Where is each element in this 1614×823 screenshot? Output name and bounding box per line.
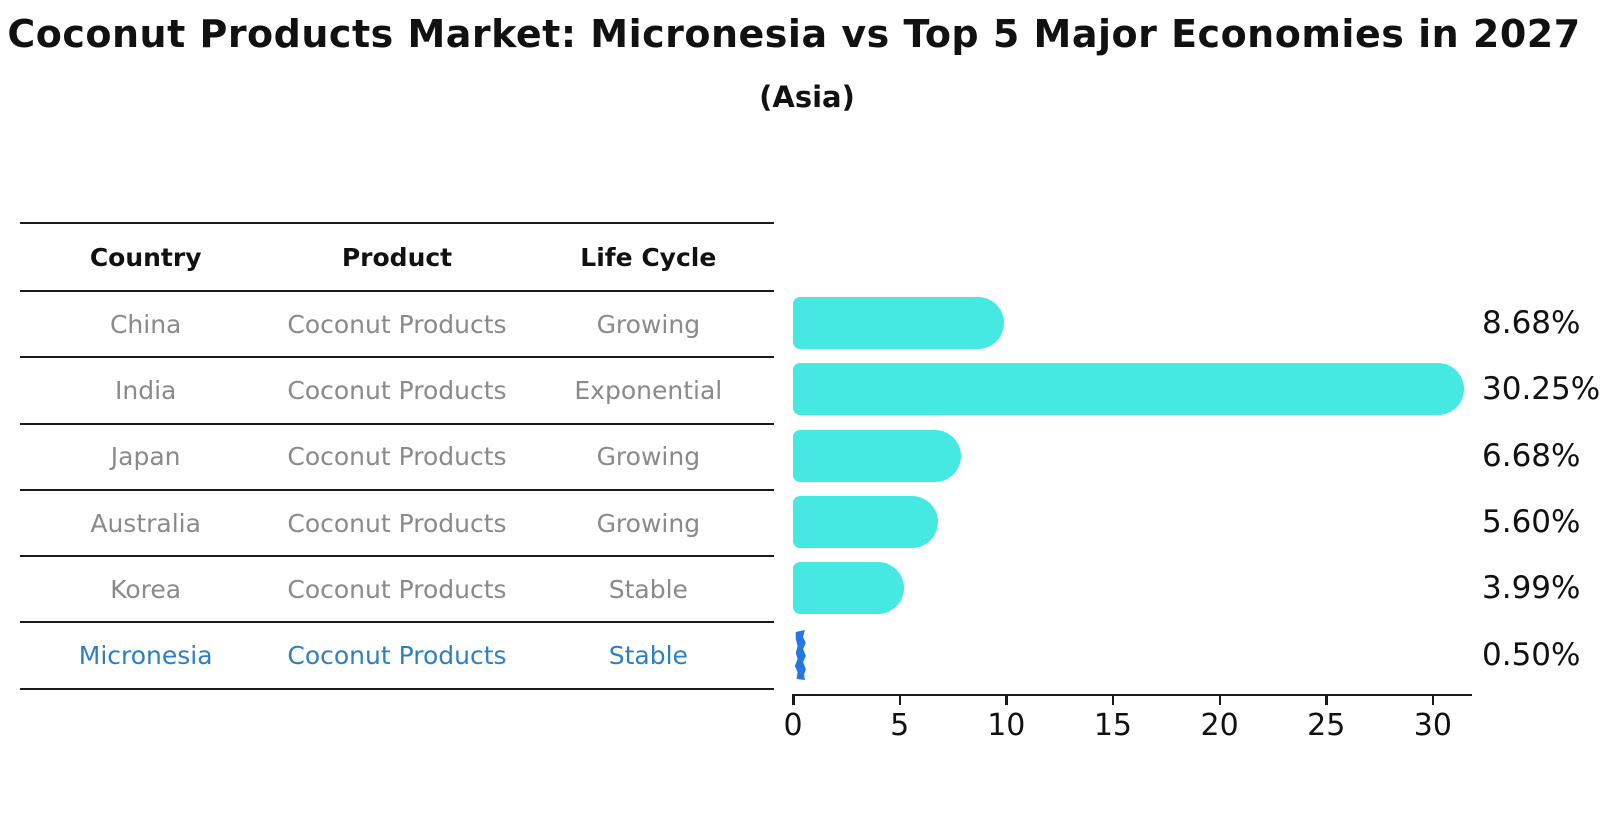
x-axis-tick-label: 15 [1093, 708, 1133, 743]
cell-product: Coconut Products [287, 574, 507, 604]
table-row: Micronesia Coconut Products Stable [20, 623, 774, 690]
table-body: China Coconut Products Growing India Coconut… [20, 292, 774, 690]
table-header-row: Country Product Life Cycle [20, 224, 774, 292]
x-axis-tick [1005, 694, 1008, 705]
cell-product: Coconut Products [287, 309, 507, 339]
bar-japan [793, 429, 962, 482]
x-axis-tick [1218, 694, 1222, 705]
cell-life-cycle: Exponential [574, 375, 723, 405]
table-row: India Coconut Products Exponential [20, 358, 774, 425]
table-row: Australia Coconut Products Growing [20, 491, 774, 558]
header-country: Country [89, 242, 202, 272]
table-row: Korea Coconut Products Stable [20, 557, 774, 624]
bar-value-label: 3.99% [1482, 570, 1581, 607]
chart-title: Coconut Products Market: Micronesia vs T… [7, 12, 1581, 56]
chart-subtitle: (Asia) [759, 80, 855, 114]
cell-country: China [109, 309, 182, 339]
x-axis-tick-label: 30 [1413, 708, 1452, 743]
x-axis-tick-label: 20 [1200, 708, 1239, 743]
bar-value-label: 8.68% [1482, 305, 1581, 342]
bar-china [793, 297, 1005, 350]
bar-korea [793, 562, 905, 615]
bar-value-label: 30.25% [1482, 371, 1601, 408]
x-axis-tick-label: 10 [987, 708, 1026, 743]
cell-product: Coconut Products [287, 442, 507, 472]
cell-country: India [114, 375, 177, 405]
cell-life-cycle: Stable [608, 641, 688, 671]
cell-product: Coconut Products [287, 375, 507, 405]
bar-india [793, 363, 1465, 416]
table-row: Japan Coconut Products Growing [20, 425, 774, 491]
x-axis-tick-label: 25 [1307, 708, 1346, 743]
cell-country: Micronesia [78, 641, 213, 671]
cell-product: Coconut Products [287, 641, 507, 671]
table-row: China Coconut Products Growing [20, 292, 774, 359]
x-axis-tick [1111, 694, 1115, 705]
x-axis-tick [1325, 694, 1328, 705]
cell-country: Japan [110, 442, 181, 472]
x-axis-tick-label: 5 [890, 708, 910, 743]
header-product: Product [341, 242, 453, 272]
cell-country: Australia [90, 508, 201, 538]
x-axis-tick-label: 0 [783, 708, 803, 743]
cell-life-cycle: Growing [596, 508, 701, 538]
bar-value-label: 6.68% [1482, 437, 1581, 474]
x-axis-tick [792, 694, 795, 705]
x-axis-tick [898, 694, 902, 705]
cell-life-cycle: Growing [596, 309, 701, 339]
bar-value-label: 5.60% [1482, 504, 1581, 541]
header-life-cycle: Life Cycle [580, 242, 717, 272]
bar-plot: 0 5 10 15 20 25 30 [783, 290, 1472, 743]
x-axis-tick [1431, 694, 1435, 705]
bar-australia [793, 496, 939, 549]
country-table: Country Product Life Cycle China Coconut … [20, 222, 774, 690]
cell-product: Coconut Products [287, 508, 507, 538]
bar-micronesia-sketch [794, 629, 806, 680]
cell-life-cycle: Growing [596, 442, 701, 472]
bar-value-label: 0.50% [1482, 636, 1581, 673]
cell-country: Korea [110, 574, 182, 604]
cell-life-cycle: Stable [608, 574, 688, 604]
